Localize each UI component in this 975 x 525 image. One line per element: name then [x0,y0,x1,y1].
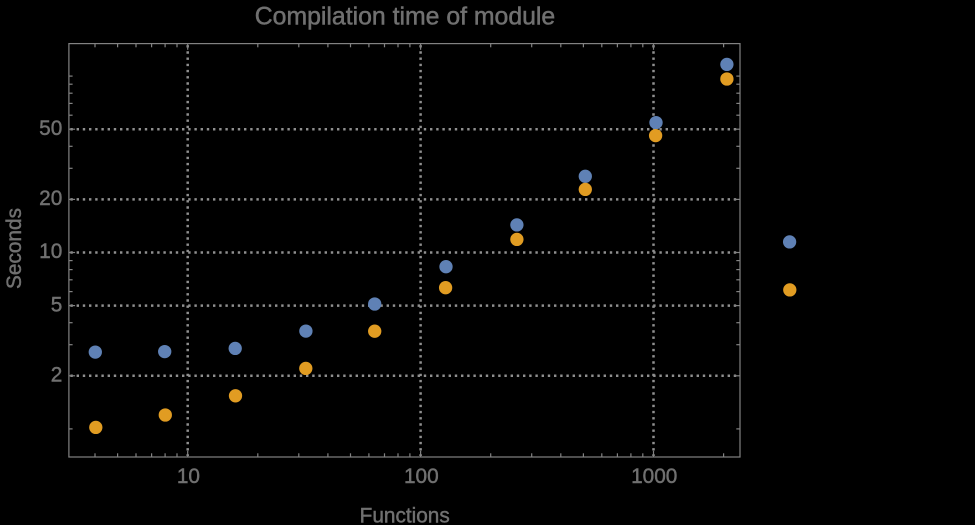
svg-text:Seconds: Seconds [3,208,26,289]
svg-text:20: 20 [39,187,62,210]
svg-text:Compilation time of module: Compilation time of module [255,4,555,31]
svg-text:50: 50 [39,117,62,140]
svg-text:Functions: Functions [360,505,450,525]
svg-text:1000: 1000 [631,465,677,488]
svg-text:10: 10 [39,240,62,263]
svg-text:10: 10 [177,465,200,488]
svg-text:100: 100 [404,465,439,488]
svg-text:5: 5 [51,293,63,316]
svg-text:2: 2 [51,364,63,387]
